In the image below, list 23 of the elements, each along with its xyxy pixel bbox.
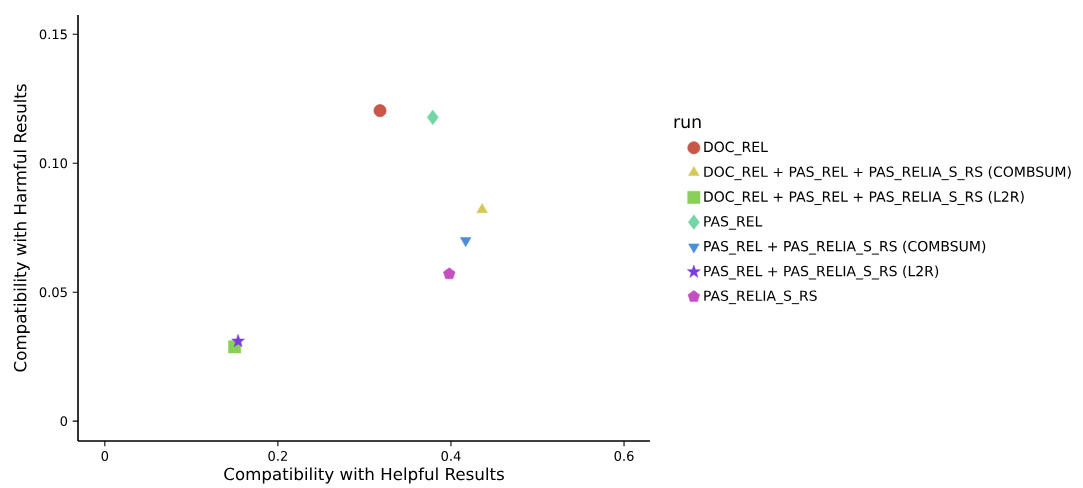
legend-label: PAS_REL <box>704 216 763 230</box>
legend-label: PAS_REL + PAS_RELIA_S_RS (L2R) <box>704 265 939 280</box>
legend-label: PAS_REL + PAS_RELIA_S_RS (COMBSUM) <box>704 240 986 255</box>
y-tick-label: 0.10 <box>39 158 68 169</box>
legend-label: DOC_REL + PAS_REL + PAS_RELIA_S_RS (COMBSUM) <box>704 166 1071 181</box>
x-tick-label: 0.6 <box>614 451 634 461</box>
x-tick-label: 0.2 <box>268 451 287 461</box>
point <box>476 203 488 214</box>
y-tick-label: 0.15 <box>39 29 67 40</box>
point <box>427 109 439 125</box>
x-tick-label: 0.4 <box>441 451 461 461</box>
point <box>231 334 245 347</box>
point <box>443 267 456 280</box>
x-axis-title: Compatibility with Helpful Results <box>224 467 504 484</box>
y-tick-label: 0 <box>60 416 68 427</box>
point <box>373 104 387 118</box>
legend-label: PAS_RELIA_S_RS <box>704 290 817 305</box>
legend-label: DOC_REL <box>704 141 768 156</box>
y-tick-label: 0.05 <box>39 287 67 298</box>
legend-title: run <box>674 118 701 129</box>
x-tick-label: 0 <box>101 451 109 461</box>
legend-label: DOC_REL + PAS_REL + PAS_RELIA_S_RS (L2R) <box>704 191 1024 206</box>
y-axis-title: Compatibility with Harmful Results <box>13 84 30 372</box>
